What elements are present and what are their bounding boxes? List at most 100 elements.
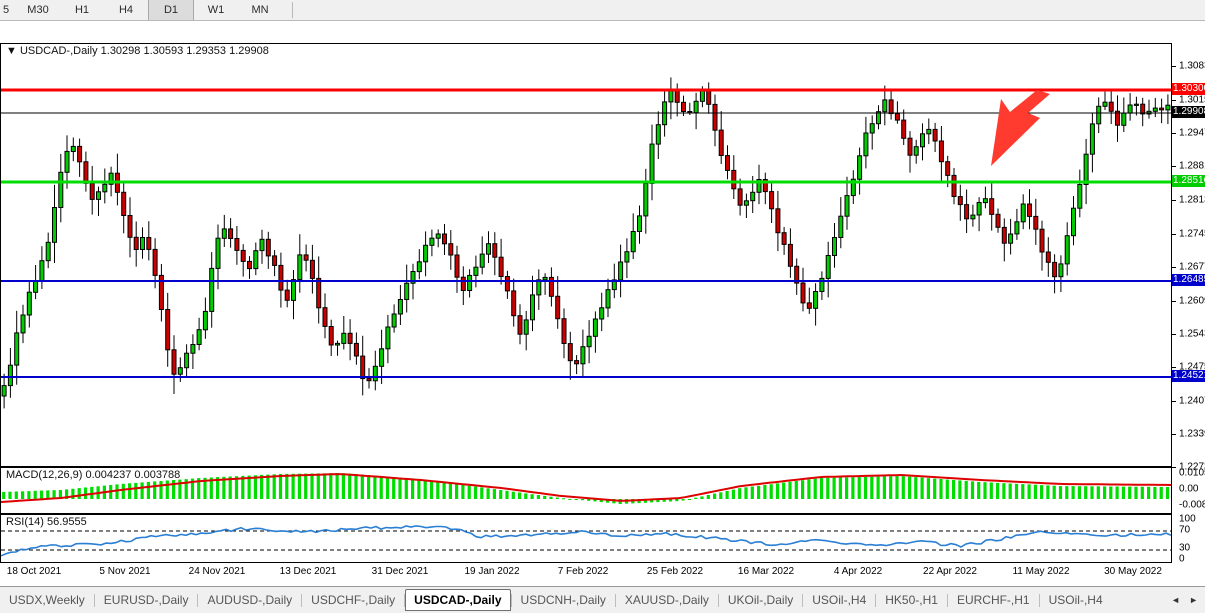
macd-bar <box>562 498 566 500</box>
date-axis-label: 7 Feb 2022 <box>557 566 609 577</box>
candle-body <box>618 261 624 281</box>
candle-body <box>58 171 64 209</box>
price-tag-resistance[interactable]: 1.30300 <box>1172 83 1205 95</box>
candle-body <box>372 365 378 382</box>
candle-body <box>1152 107 1158 112</box>
candle-body <box>649 143 655 184</box>
candle-body <box>83 161 89 184</box>
candle-body <box>391 313 397 328</box>
macd-bar <box>952 480 956 499</box>
macd-bar <box>593 499 597 502</box>
tab-hk50-h1[interactable]: HK50-,H1 <box>885 593 938 607</box>
price-tick-label: 1.23390 <box>1179 428 1205 440</box>
tab-scroll-controls[interactable]: ◄ ► <box>1171 595 1205 605</box>
macd-bar <box>505 490 509 499</box>
collapse-icon[interactable]: ▼ <box>6 45 17 57</box>
candle-body <box>158 274 164 310</box>
macd-bar <box>750 486 754 499</box>
macd-bar <box>524 493 528 499</box>
macd-bar <box>1065 486 1069 499</box>
rsi-scale-label: 30 <box>1179 542 1191 554</box>
tab-xauusd-daily[interactable]: XAUUSD-,Daily <box>624 593 709 607</box>
candle-body <box>699 90 705 102</box>
date-axis-label: 19 Jan 2022 <box>464 566 520 577</box>
price-chart-panel[interactable]: ▼ USDCAD-,Daily 1.30298 1.30593 1.29353 … <box>0 43 1172 467</box>
macd-scale-label: 0.010578 <box>1179 467 1205 479</box>
macd-bar <box>197 478 201 499</box>
macd-bar <box>1058 486 1063 499</box>
macd-bar <box>939 479 943 499</box>
macd-bar <box>8 491 12 499</box>
candle-body <box>725 155 730 171</box>
price-tag-support-green[interactable]: 1.28516 <box>1172 175 1205 187</box>
macd-panel[interactable]: MACD(12,26,9) 0.004237 0.003788 <box>0 467 1172 514</box>
candle-body <box>64 150 70 173</box>
tab-usoil-h4[interactable]: USOil-,H4 <box>812 593 867 607</box>
macd-bar <box>908 476 912 499</box>
macd-bar <box>838 477 842 499</box>
price-scale[interactable]: 1.30830 1.30150 1.29470 1.28810 1.28130 1.274… <box>1172 43 1205 565</box>
timeframe-h1[interactable]: H1 <box>74 4 90 16</box>
candle-body <box>920 133 925 148</box>
tab-eurchf-h1[interactable]: EURCHF-,H1 <box>956 593 1030 607</box>
candle-body <box>605 289 611 309</box>
candle-body <box>479 253 485 268</box>
price-tag-last-price[interactable]: 1.29908 <box>1172 106 1205 118</box>
candle-body <box>454 254 460 278</box>
timeframe-mn[interactable]: MN <box>251 4 269 16</box>
tab-usoil-h4[interactable]: USOil-,H4 <box>1048 593 1103 607</box>
tab-usdx-weekly[interactable]: USDX,Weekly <box>9 593 85 607</box>
candle-body <box>813 291 819 309</box>
tab-eurusd-daily[interactable]: EURUSD-,Daily <box>103 593 189 607</box>
candle-body <box>894 113 900 121</box>
candle-body <box>442 233 447 245</box>
scroll-right-icon[interactable]: ► <box>1189 595 1198 605</box>
timeframe-5[interactable]: 5 <box>2 4 10 16</box>
candle-body <box>152 248 158 276</box>
macd-svg <box>1 473 1171 504</box>
timeframe-d1[interactable]: D1 <box>148 0 194 20</box>
price-tick <box>1172 467 1176 468</box>
macd-bar <box>882 476 886 499</box>
tab-usdcnh-daily[interactable]: USDCNH-,Daily <box>520 593 606 607</box>
tab-audusd-daily[interactable]: AUDUSD-,Daily <box>207 593 293 607</box>
timeframe-m30[interactable]: M30 <box>27 4 49 16</box>
candle-body <box>1033 215 1039 230</box>
candle-body <box>794 265 800 284</box>
macd-bar <box>1115 486 1119 499</box>
macd-bar <box>763 485 767 499</box>
price-tag-support-blue-1[interactable]: 1.26485 <box>1172 274 1205 286</box>
scroll-left-icon[interactable]: ◄ <box>1171 595 1181 605</box>
candle-body <box>272 255 278 266</box>
price-tag-support-blue-2[interactable]: 1.24521 <box>1172 370 1205 382</box>
candle-body <box>102 183 108 193</box>
candle-body <box>668 90 674 103</box>
candle-body <box>819 277 825 292</box>
tab-ukoil-daily[interactable]: UKOil-,Daily <box>727 593 794 607</box>
timeframe-w1[interactable]: W1 <box>207 4 225 16</box>
candle-body <box>712 103 718 131</box>
rsi-panel[interactable]: RSI(14) 56.9555 <box>0 514 1172 563</box>
candle-body <box>913 146 919 156</box>
macd-bar <box>39 490 44 499</box>
price-tick-label: 1.22730 <box>1179 461 1205 473</box>
tab-usdchf-daily[interactable]: USDCHF-,Daily <box>311 593 396 607</box>
price-tick-label: 1.28810 <box>1179 160 1205 172</box>
macd-bar <box>713 493 717 499</box>
macd-bar <box>1021 484 1025 499</box>
chart-tab-bar[interactable]: USDX,Weekly EURUSD-,Daily AUDUSD-,Daily USD… <box>0 586 1205 613</box>
macd-bar <box>574 499 578 500</box>
tab-usdcad-daily[interactable]: USDCAD-,Daily <box>405 589 511 611</box>
candle-body <box>397 299 403 315</box>
macd-bar <box>65 489 69 499</box>
macd-bar <box>411 478 415 499</box>
macd-bar <box>757 485 761 499</box>
candle-body <box>945 161 951 176</box>
candle-body <box>1115 110 1120 126</box>
candle-body <box>750 191 756 202</box>
timeframe-h4[interactable]: H4 <box>118 4 134 16</box>
bullish-arrow-icon[interactable] <box>991 90 1050 166</box>
candle-body <box>800 282 806 304</box>
price-tick-label: 1.30830 <box>1179 60 1205 72</box>
macd-bar <box>165 480 169 499</box>
